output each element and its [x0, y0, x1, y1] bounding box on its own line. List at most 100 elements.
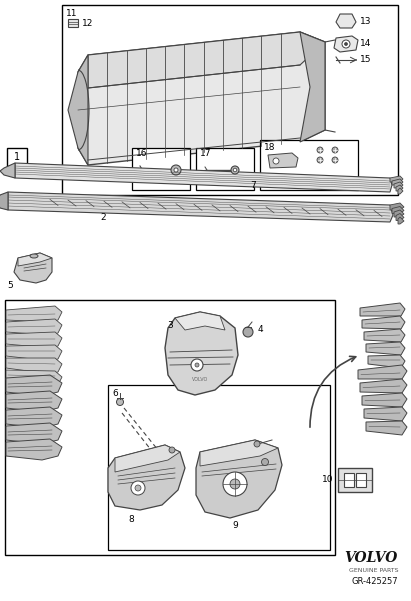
- Text: 1: 1: [14, 152, 20, 162]
- Text: 3: 3: [167, 320, 173, 329]
- Text: GR-425257: GR-425257: [351, 576, 398, 585]
- Polygon shape: [360, 379, 407, 393]
- Polygon shape: [200, 440, 278, 466]
- Text: 14: 14: [360, 40, 372, 49]
- Polygon shape: [165, 312, 238, 395]
- Circle shape: [223, 472, 247, 496]
- Polygon shape: [6, 370, 62, 387]
- Polygon shape: [336, 14, 356, 28]
- Polygon shape: [362, 393, 407, 407]
- Polygon shape: [394, 210, 404, 217]
- Polygon shape: [108, 445, 185, 510]
- Polygon shape: [15, 163, 392, 192]
- Polygon shape: [88, 32, 325, 88]
- Polygon shape: [390, 203, 404, 210]
- Polygon shape: [6, 306, 62, 322]
- Polygon shape: [6, 423, 62, 444]
- Bar: [108, 385, 330, 550]
- Text: 18: 18: [264, 142, 275, 151]
- Polygon shape: [334, 36, 358, 52]
- Polygon shape: [368, 355, 405, 368]
- Polygon shape: [398, 217, 404, 224]
- Circle shape: [195, 363, 199, 367]
- Text: 6: 6: [112, 388, 118, 397]
- Circle shape: [254, 441, 260, 447]
- Text: 12: 12: [82, 19, 93, 28]
- Text: 10: 10: [322, 475, 333, 484]
- Polygon shape: [68, 55, 88, 165]
- Bar: [132, 148, 190, 190]
- Polygon shape: [8, 192, 393, 222]
- Polygon shape: [300, 32, 325, 142]
- Bar: [356, 473, 366, 487]
- Circle shape: [191, 359, 203, 371]
- Polygon shape: [360, 303, 405, 316]
- Polygon shape: [115, 445, 180, 472]
- Circle shape: [243, 327, 253, 337]
- Circle shape: [231, 166, 239, 174]
- Text: 17: 17: [200, 150, 212, 159]
- Bar: [7, 148, 27, 166]
- Polygon shape: [366, 342, 405, 355]
- Bar: [344, 473, 354, 487]
- Bar: [62, 5, 398, 195]
- Circle shape: [317, 147, 323, 153]
- Polygon shape: [6, 345, 62, 361]
- Circle shape: [135, 485, 141, 491]
- Polygon shape: [0, 192, 8, 210]
- Polygon shape: [396, 213, 404, 221]
- Polygon shape: [392, 179, 403, 185]
- Polygon shape: [396, 185, 403, 191]
- Polygon shape: [362, 316, 405, 329]
- Text: 7: 7: [250, 180, 256, 189]
- Circle shape: [317, 157, 323, 163]
- Text: 13: 13: [360, 16, 372, 25]
- Bar: [5, 300, 335, 555]
- Circle shape: [332, 147, 338, 153]
- Circle shape: [233, 168, 237, 172]
- Text: 5: 5: [7, 281, 13, 290]
- Polygon shape: [394, 182, 403, 188]
- Text: 9: 9: [232, 520, 238, 529]
- Ellipse shape: [30, 254, 38, 258]
- Polygon shape: [6, 439, 62, 460]
- Polygon shape: [196, 440, 282, 518]
- Circle shape: [169, 447, 175, 453]
- Bar: [260, 140, 358, 190]
- Circle shape: [116, 398, 123, 406]
- Circle shape: [332, 157, 338, 163]
- Bar: [196, 148, 254, 190]
- Polygon shape: [6, 407, 62, 428]
- Polygon shape: [392, 207, 404, 213]
- Polygon shape: [78, 32, 325, 165]
- Text: 4: 4: [258, 326, 263, 335]
- Circle shape: [261, 459, 268, 466]
- Circle shape: [174, 168, 178, 172]
- Bar: [338, 468, 372, 492]
- Text: 15: 15: [360, 55, 372, 64]
- Polygon shape: [175, 312, 225, 330]
- Polygon shape: [6, 358, 62, 374]
- Circle shape: [342, 40, 350, 48]
- Polygon shape: [6, 391, 62, 412]
- Polygon shape: [6, 332, 62, 348]
- Circle shape: [273, 158, 279, 164]
- Text: GENUINE PARTS: GENUINE PARTS: [349, 567, 398, 573]
- Text: 11: 11: [66, 10, 78, 19]
- Text: VOLVO: VOLVO: [192, 377, 208, 382]
- Polygon shape: [398, 188, 403, 194]
- Circle shape: [171, 165, 181, 175]
- Polygon shape: [364, 329, 405, 342]
- Polygon shape: [0, 163, 15, 178]
- Polygon shape: [6, 319, 62, 335]
- Circle shape: [344, 43, 347, 46]
- Polygon shape: [364, 407, 407, 421]
- Polygon shape: [366, 421, 407, 435]
- Circle shape: [230, 479, 240, 489]
- Text: 16: 16: [136, 150, 148, 159]
- Polygon shape: [18, 253, 52, 266]
- Text: 8: 8: [128, 516, 134, 525]
- Polygon shape: [268, 153, 298, 168]
- Polygon shape: [14, 253, 52, 283]
- Text: 2: 2: [100, 213, 106, 222]
